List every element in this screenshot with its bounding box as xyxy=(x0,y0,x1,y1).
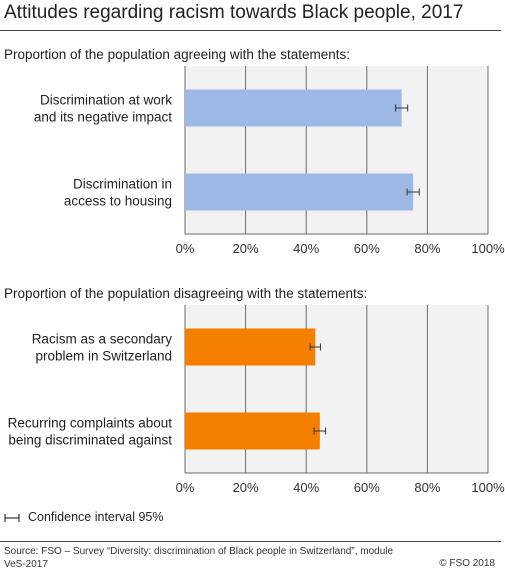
chart-title: Attitudes regarding racism towards Black… xyxy=(4,2,464,23)
footer-divider xyxy=(0,541,501,542)
category-label: Discrimination at work and its negative i… xyxy=(34,93,172,125)
disagree-chart: 0% 20% 40% 60% 80% 100% Racism as a secondary p… xyxy=(8,305,505,495)
bar xyxy=(185,173,414,211)
x-tick-label: 80% xyxy=(414,480,440,495)
x-tick-label: 100% xyxy=(471,241,505,256)
title-divider xyxy=(0,30,501,31)
x-tick-label: 100% xyxy=(471,480,505,495)
category-label: Racism as a secondary problem in Switzerl… xyxy=(32,332,173,364)
panel2-title: Proportion of the population disagreeing… xyxy=(4,286,368,301)
x-tick-label: 80% xyxy=(414,241,440,256)
legend: Confidence interval 95% xyxy=(4,510,164,524)
agree-chart: 0% 20% 40% 60% 80% 100% Discrimination at work… xyxy=(34,66,505,256)
legend-label: Confidence interval 95% xyxy=(28,510,164,524)
panel1-title: Proportion of the population agreeing wi… xyxy=(4,47,350,62)
bar xyxy=(185,412,320,450)
category-label: Discrimination in access to housing xyxy=(64,177,172,209)
category-label: Recurring complaints about being discrimi… xyxy=(8,416,173,448)
x-tick-label: 40% xyxy=(293,241,319,256)
x-tick-label: 0% xyxy=(176,480,195,495)
x-tick-label: 20% xyxy=(233,480,259,495)
confidence-interval-icon xyxy=(4,513,20,522)
bar xyxy=(185,328,316,366)
x-tick-label: 20% xyxy=(233,241,259,256)
x-tick-label: 60% xyxy=(354,480,380,495)
x-tick-label: 60% xyxy=(354,241,380,256)
x-tick-label: 0% xyxy=(176,241,195,256)
copyright: © FSO 2018 xyxy=(439,558,495,569)
x-tick-label: 40% xyxy=(293,480,319,495)
source-note: Source: FSO – Survey “Diversity: discrim… xyxy=(4,546,394,570)
bar xyxy=(185,89,402,127)
